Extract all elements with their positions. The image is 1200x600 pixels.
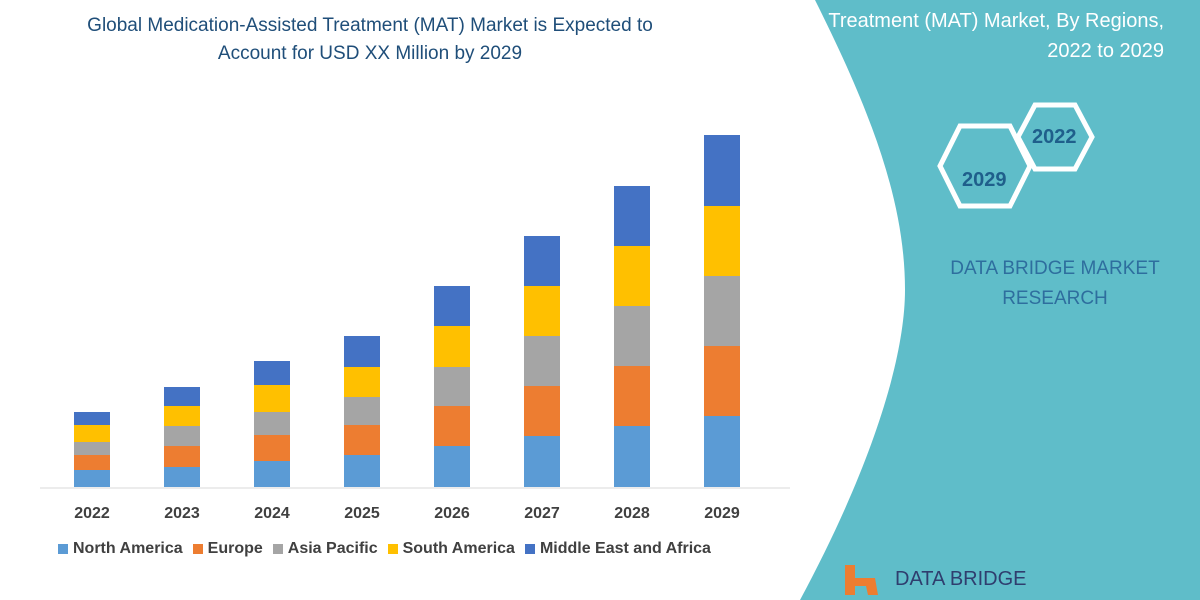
legend-label: Asia Pacific xyxy=(287,540,378,557)
bar-segment xyxy=(434,286,470,326)
bar-segment xyxy=(164,446,200,467)
bar-segment xyxy=(614,366,650,426)
bar-segment xyxy=(164,406,200,426)
hex-2029 xyxy=(937,123,1033,209)
bar-segment xyxy=(164,387,200,406)
legend-item: South America xyxy=(387,540,515,558)
bar-segment xyxy=(614,246,650,306)
legend-item: Asia Pacific xyxy=(272,540,378,558)
bar-segment xyxy=(344,425,380,455)
bar-segment xyxy=(344,455,380,487)
bar-segment xyxy=(704,416,740,487)
bar-segment xyxy=(74,412,110,425)
bar-segment xyxy=(614,186,650,246)
bar-segment xyxy=(164,426,200,446)
bar-segment xyxy=(434,446,470,487)
legend-swatch xyxy=(387,544,398,554)
bar-segment xyxy=(524,336,560,386)
x-tick-label: 2023 xyxy=(164,505,200,522)
bar-segment xyxy=(434,406,470,446)
x-tick-label: 2022 xyxy=(74,505,110,522)
bar-segment xyxy=(254,412,290,435)
x-tick-label: 2028 xyxy=(614,505,650,522)
legend-label: Middle East and Africa xyxy=(539,540,711,557)
bar-segment xyxy=(74,455,110,470)
hex-label-2022: 2022 xyxy=(1032,126,1077,148)
bar-segment xyxy=(614,426,650,487)
bar-segment xyxy=(434,367,470,406)
logo-text: DATA BRIDGE xyxy=(895,568,1027,590)
side-panel-title: Treatment (MAT) Market, By Regions, 2022… xyxy=(828,10,1164,62)
legend-item: Middle East and Africa xyxy=(524,540,711,558)
bar-segment xyxy=(524,386,560,436)
legend-label: South America xyxy=(402,540,515,557)
chart-title: Global Medication-Assisted Treatment (MA… xyxy=(87,15,653,64)
x-tick-label: 2027 xyxy=(524,505,560,522)
x-tick-label: 2029 xyxy=(704,505,740,522)
bar-segment xyxy=(524,236,560,286)
hex-label-2029: 2029 xyxy=(962,169,1007,191)
bar-segment xyxy=(254,435,290,461)
bar-segment xyxy=(254,361,290,385)
legend-swatch xyxy=(272,544,283,554)
x-tick-label: 2025 xyxy=(344,505,380,522)
legend-label: North America xyxy=(73,540,183,557)
bar-segment xyxy=(74,442,110,455)
bar-segment xyxy=(614,306,650,366)
bar-segment xyxy=(704,206,740,276)
logo-icon xyxy=(845,565,878,595)
legend-swatch xyxy=(58,544,68,554)
bar-segment xyxy=(344,336,380,367)
bar-segment xyxy=(704,346,740,416)
bar-segment xyxy=(254,461,290,487)
legend-item: Europe xyxy=(192,540,263,558)
legend-label: Europe xyxy=(207,540,263,557)
x-tick-label: 2024 xyxy=(254,505,290,522)
bar-segment xyxy=(74,425,110,442)
legend-item: North America xyxy=(58,540,183,558)
brand-name: DATA BRIDGE MARKET RESEARCH xyxy=(950,258,1160,309)
legend-swatch xyxy=(192,544,203,554)
bar-segment xyxy=(344,367,380,397)
bar-segment xyxy=(704,276,740,346)
bar-segment xyxy=(74,470,110,487)
side-panel-teal xyxy=(800,0,1200,600)
bar-segment xyxy=(434,326,470,367)
stacked-bar-chart: 2022 2023 2024 2025 2026 2027 2028 2029 xyxy=(40,135,790,522)
bar-segment xyxy=(704,135,740,206)
bar-segment xyxy=(524,286,560,336)
legend-swatch xyxy=(524,544,535,554)
x-tick-label: 2026 xyxy=(434,505,470,522)
legend: North America Europe Asia Pacific South … xyxy=(58,540,711,558)
bar-segment xyxy=(164,467,200,487)
bar-segment xyxy=(344,397,380,425)
bar-segment xyxy=(254,385,290,412)
bar-segment xyxy=(524,436,560,487)
